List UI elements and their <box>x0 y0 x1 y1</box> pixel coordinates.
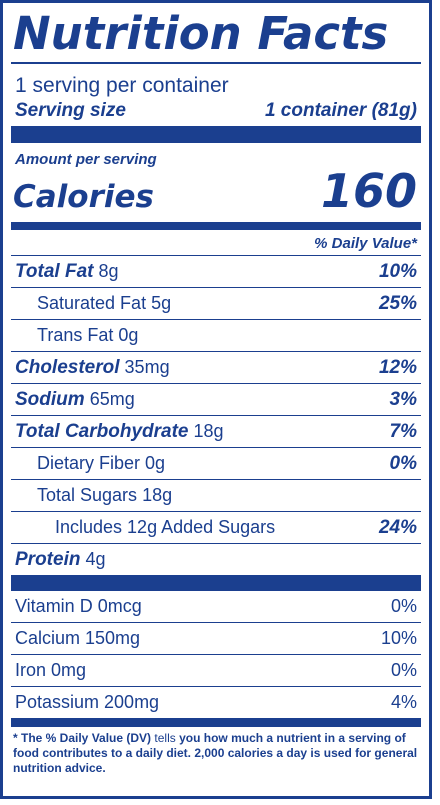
nutrient-name: Total Sugars <box>37 485 138 505</box>
nutrient-row-total-carbohydrate: Total Carbohydrate 18g 7% <box>11 415 421 447</box>
nutrient-amount: 35mg <box>124 356 170 377</box>
servings-per-container: 1 serving per container <box>15 74 229 97</box>
vitamin-name: Potassium 200mg <box>15 692 160 712</box>
vitamin-dv: 10% <box>380 628 417 648</box>
calories-label: Calories <box>13 179 154 215</box>
label-title: Nutrition Facts <box>13 7 389 60</box>
nutrient-row-added-sugars: Includes 12g Added Sugars 24% <box>11 511 421 543</box>
nutrient-amount: 0g <box>118 325 139 345</box>
nutrient-amount: 8g <box>98 260 119 281</box>
nutrient-name: Total Fat <box>15 260 94 282</box>
vitamin-row-potassium: Potassium 200mg 4% <box>11 686 421 718</box>
nutrient-name: Saturated Fat <box>37 293 147 313</box>
nutrient-row-protein: Protein 4g <box>11 543 421 575</box>
nutrient-dv: 24% <box>378 516 417 538</box>
footnote: * The % Daily Value (DV) tells you how m… <box>11 727 421 776</box>
nutrient-dv: 25% <box>378 292 417 314</box>
nutrient-amount: 0g <box>145 453 166 473</box>
calories-value: 160 <box>320 164 417 218</box>
nutrient-dv: 0% <box>389 452 417 474</box>
vitamin-row-iron: Iron 0mg 0% <box>11 654 421 686</box>
vitamin-name: Calcium 150mg <box>15 628 141 648</box>
nutrient-dv: 12% <box>378 356 417 378</box>
divider <box>11 62 421 64</box>
medium-divider <box>11 222 421 230</box>
nutrient-name: Cholesterol <box>15 356 120 378</box>
thick-divider <box>11 126 421 143</box>
vitamin-row-vitamin-d: Vitamin D 0mcg 0% <box>11 591 421 622</box>
nutrient-name: Sodium <box>15 388 85 410</box>
vitamin-dv: 0% <box>390 660 417 680</box>
serving-size-label: Serving size <box>15 100 126 121</box>
vitamin-dv: 0% <box>390 596 417 616</box>
label-content: Nutrition Facts 1 serving per container … <box>11 3 421 776</box>
nutrient-row-total-fat: Total Fat 8g 10% <box>11 255 421 287</box>
footnote-prefix: * The % Daily Value (DV) <box>13 731 152 745</box>
serving-size-row: Serving size 1 container (81g) <box>15 100 417 122</box>
nutrient-amount: 4g <box>85 548 106 569</box>
nutrient-dv: 7% <box>389 420 417 442</box>
amount-per-serving: Amount per serving <box>15 151 157 168</box>
nutrient-row-total-sugars: Total Sugars 18g <box>11 479 421 511</box>
nutrient-name: Includes 12g Added Sugars <box>55 517 276 537</box>
nutrient-row-trans-fat: Trans Fat 0g <box>11 319 421 351</box>
nutrient-name: Dietary Fiber <box>37 453 141 473</box>
footnote-mid: tells <box>154 731 176 745</box>
vitamin-name: Iron 0mg <box>15 660 87 680</box>
nutrition-label: Nutrition Facts 1 serving per container … <box>0 0 432 799</box>
nutrient-name: Trans Fat <box>37 325 114 345</box>
nutrient-amount: 65mg <box>89 388 135 409</box>
nutrient-amount: 18g <box>142 485 173 505</box>
nutrient-row-saturated-fat: Saturated Fat 5g 25% <box>11 287 421 319</box>
vitamin-dv: 4% <box>390 692 417 712</box>
nutrient-row-dietary-fiber: Dietary Fiber 0g 0% <box>11 447 421 479</box>
nutrient-row-sodium: Sodium 65mg 3% <box>11 383 421 415</box>
medium-divider <box>11 718 421 727</box>
vitamins-section: Vitamin D 0mcg 0% Calcium 150mg 10% Iron… <box>11 591 421 718</box>
nutrient-dv: 3% <box>389 388 417 410</box>
daily-value-header: % Daily Value* <box>314 235 417 252</box>
calories-row: Calories 160 <box>13 164 417 218</box>
nutrient-amount: 18g <box>193 420 224 441</box>
vitamin-row-calcium: Calcium 150mg 10% <box>11 622 421 654</box>
nutrient-dv: 10% <box>378 260 417 282</box>
nutrient-row-cholesterol: Cholesterol 35mg 12% <box>11 351 421 383</box>
vitamin-name: Vitamin D 0mcg <box>15 596 142 616</box>
nutrient-name: Total Carbohydrate <box>15 420 189 442</box>
nutrient-name: Protein <box>15 548 81 570</box>
footnote-rest: you how much a nutrient in a serving of … <box>13 731 418 775</box>
nutrient-amount: 5g <box>151 293 172 313</box>
serving-size-value: 1 container (81g) <box>264 100 417 121</box>
thick-divider <box>11 575 421 591</box>
